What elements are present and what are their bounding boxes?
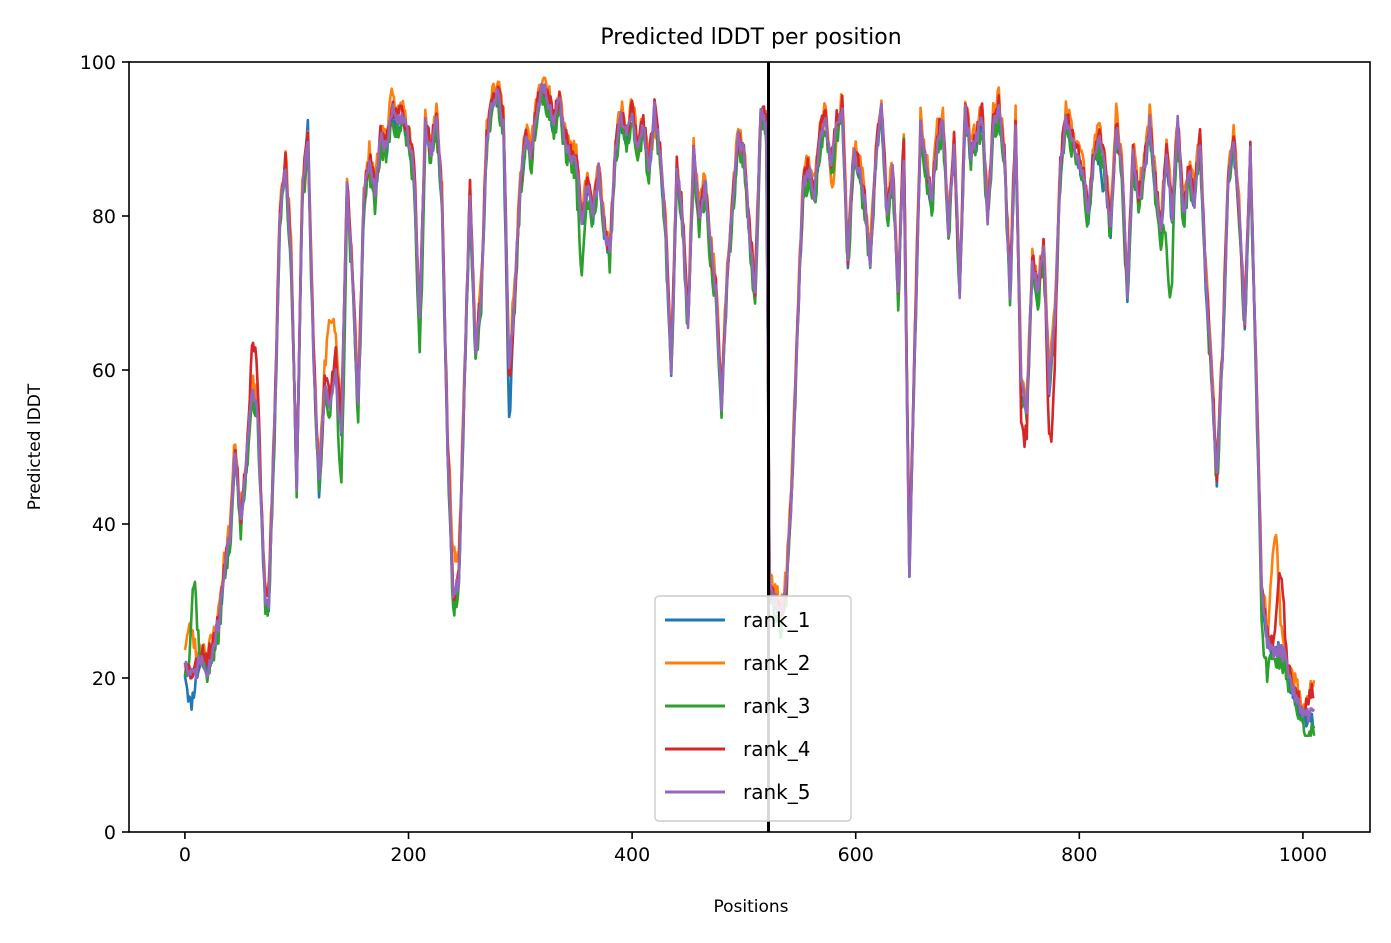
y-tick-label: 20 <box>92 668 116 690</box>
legend: rank_1 rank_2 rank_3 rank_4 rank_5 <box>654 595 852 822</box>
series-line-rank_5 <box>183 82 1316 723</box>
x-tick-label: 0 <box>179 844 191 866</box>
y-tick-label: 100 <box>80 52 116 74</box>
y-tick-label: 0 <box>104 822 116 844</box>
x-tick-label: 400 <box>614 844 650 866</box>
x-tick-label: 1000 <box>1279 844 1327 866</box>
legend-label-rank_5: rank_5 <box>743 780 810 804</box>
legend-label-rank_4: rank_4 <box>743 737 810 761</box>
x-tick-label: 800 <box>1061 844 1097 866</box>
y-tick-label: 60 <box>92 360 116 382</box>
x-tick-label: 200 <box>390 844 426 866</box>
plot-area <box>183 62 1316 832</box>
y-tick-label: 40 <box>92 514 116 536</box>
x-tick-label: 600 <box>838 844 874 866</box>
x-axis-label: Positions <box>713 897 788 917</box>
y-tick-label: 80 <box>92 206 116 228</box>
chart-title: Predicted lDDT per position <box>600 25 901 50</box>
y-axis-label: Predicted lDDT <box>25 383 45 510</box>
legend-label-rank_2: rank_2 <box>743 651 810 675</box>
axes: 0 200 400 600 800 1000 0 20 40 60 80 100 <box>80 52 1371 866</box>
legend-label-rank_3: rank_3 <box>743 694 810 718</box>
plot-frame <box>128 61 1371 833</box>
legend-label-rank_1: rank_1 <box>743 608 810 632</box>
legend-box <box>654 595 852 822</box>
